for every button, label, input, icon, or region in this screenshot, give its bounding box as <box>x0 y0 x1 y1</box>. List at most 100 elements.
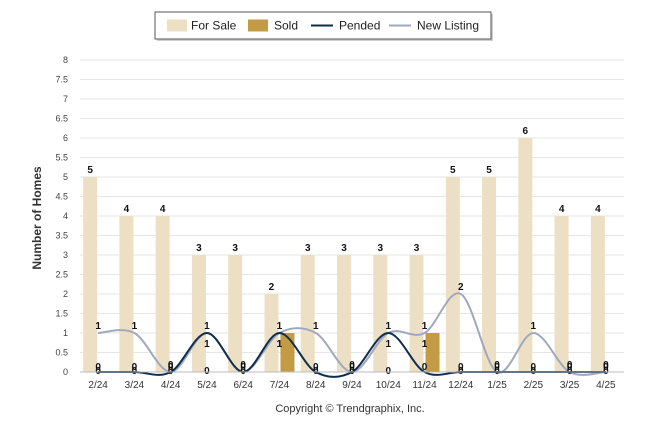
data-label-new-listing: 1 <box>132 321 138 332</box>
data-label-for-sale: 3 <box>196 243 202 254</box>
data-label-pended: 1 <box>204 339 210 350</box>
bar-for-sale <box>264 294 279 372</box>
data-label-new-listing: 1 <box>313 321 319 332</box>
bar-for-sale <box>445 177 460 372</box>
x-tick-label: 2/25 <box>524 380 544 391</box>
data-label-new-listing: 0 <box>349 360 355 371</box>
x-tick-label: 10/24 <box>376 380 401 391</box>
x-tick-label: 9/24 <box>342 380 362 391</box>
bar-for-sale <box>300 255 315 372</box>
x-tick-label: 4/24 <box>161 380 181 391</box>
data-label-for-sale: 4 <box>559 204 565 215</box>
x-tick-label: 5/24 <box>197 380 217 391</box>
y-tick-label: 4 <box>63 211 68 221</box>
legend-swatch <box>248 19 268 32</box>
y-tick-label: 3.5 <box>55 231 68 241</box>
legend-label: New Listing <box>417 19 479 33</box>
bars <box>83 138 605 372</box>
data-label-pended: 0 <box>422 362 428 373</box>
legend-label: Sold <box>274 19 298 33</box>
bar-for-sale <box>554 216 569 372</box>
y-tick-label: 0 <box>63 367 68 377</box>
bar-for-sale <box>590 216 605 372</box>
data-label-pended: 0 <box>95 362 101 373</box>
bar-for-sale <box>155 216 170 372</box>
y-tick-label: 6 <box>63 133 68 143</box>
data-label-pended: 0 <box>240 362 246 373</box>
data-label-new-listing: 1 <box>422 321 428 332</box>
data-label-new-listing: 0 <box>603 360 609 371</box>
data-label-new-listing: 0 <box>240 360 246 371</box>
x-tick-label: 3/25 <box>560 380 580 391</box>
data-label-for-sale: 5 <box>486 165 492 176</box>
bar-sold <box>425 333 440 372</box>
data-label-new-listing: 1 <box>204 321 210 332</box>
data-label-sold: 1 <box>422 339 428 350</box>
x-tick-label: 7/24 <box>270 380 290 391</box>
data-label-for-sale: 4 <box>595 204 601 215</box>
x-tick-label: 3/24 <box>125 380 145 391</box>
data-label-pended: 1 <box>385 339 391 350</box>
data-label-pended: 0 <box>132 362 138 373</box>
x-tick-label: 1/25 <box>487 380 507 391</box>
y-tick-label: 2.5 <box>55 270 68 280</box>
data-label-pended: 0 <box>531 362 537 373</box>
x-tick-label: 6/24 <box>233 380 253 391</box>
bar-for-sale <box>191 255 206 372</box>
data-label-for-sale: 4 <box>124 204 130 215</box>
data-label-new-listing: 1 <box>531 321 537 332</box>
data-label-pended: 0 <box>168 362 174 373</box>
bar-for-sale <box>228 255 243 372</box>
y-tick-label: 1 <box>63 328 68 338</box>
x-tick-label: 2/24 <box>88 380 108 391</box>
data-label-for-sale: 3 <box>305 243 311 254</box>
data-label-new-listing: 0 <box>567 360 573 371</box>
y-tick-label: 6.5 <box>55 114 68 124</box>
data-label-for-sale: 2 <box>269 282 275 293</box>
data-label-for-sale: 3 <box>232 243 238 254</box>
data-label-for-sale: 3 <box>341 243 347 254</box>
y-tick-label: 5 <box>63 172 68 182</box>
data-label-new-listing: 1 <box>95 321 101 332</box>
y-tick-label: 2 <box>63 289 68 299</box>
x-tick-label: 8/24 <box>306 380 326 391</box>
data-label-pended: 0 <box>567 362 573 373</box>
data-label-for-sale: 3 <box>414 243 420 254</box>
data-label-pended: 0 <box>494 362 500 373</box>
data-label-sold: 1 <box>277 339 283 350</box>
data-label-new-listing: 2 <box>458 282 464 293</box>
legend-swatch <box>167 19 187 32</box>
data-label-for-sale: 5 <box>450 165 456 176</box>
data-label-pended: 0 <box>458 362 464 373</box>
y-tick-label: 5.5 <box>55 153 68 163</box>
y-tick-label: 0.5 <box>55 348 68 358</box>
data-label-new-listing: 1 <box>385 321 391 332</box>
bar-for-sale <box>373 255 388 372</box>
data-label-new-listing: 0 <box>494 360 500 371</box>
x-tick-label: 12/24 <box>448 380 473 391</box>
copyright-text: Copyright © Trendgraphix, Inc. <box>275 403 424 415</box>
data-label-for-sale: 3 <box>377 243 383 254</box>
y-tick-label: 8 <box>63 55 68 65</box>
data-label-for-sale: 5 <box>87 165 93 176</box>
bar-for-sale <box>482 177 497 372</box>
y-tick-label: 1.5 <box>55 309 68 319</box>
bar-for-sale <box>83 177 98 372</box>
bar-sold <box>280 333 295 372</box>
data-label-pended: 1 <box>277 339 283 350</box>
bar-for-sale <box>119 216 134 372</box>
bar-for-sale <box>518 138 533 372</box>
x-tick-label: 11/24 <box>412 380 437 391</box>
legend-label: For Sale <box>191 19 237 33</box>
bar-for-sale <box>409 255 424 372</box>
data-label-pended: 0 <box>349 362 355 373</box>
bar-for-sale <box>337 255 351 372</box>
y-axis: 0 0.5 1 1.5 2 2.5 3 3.5 4 4.5 5 5.5 6 6.5 7 7.5 8 <box>55 55 68 377</box>
x-axis: 2/24 3/24 4/24 5/24 6/24 7/24 8/24 9/24 10/24 11/… <box>80 371 624 391</box>
y-axis-title: Number of Homes <box>30 166 44 270</box>
data-label-pended: 0 <box>603 362 609 373</box>
legend: For Sale Sold Pended New Listing <box>154 11 493 41</box>
data-label-new-listing: 1 <box>277 321 283 332</box>
y-tick-label: 3 <box>63 250 68 260</box>
